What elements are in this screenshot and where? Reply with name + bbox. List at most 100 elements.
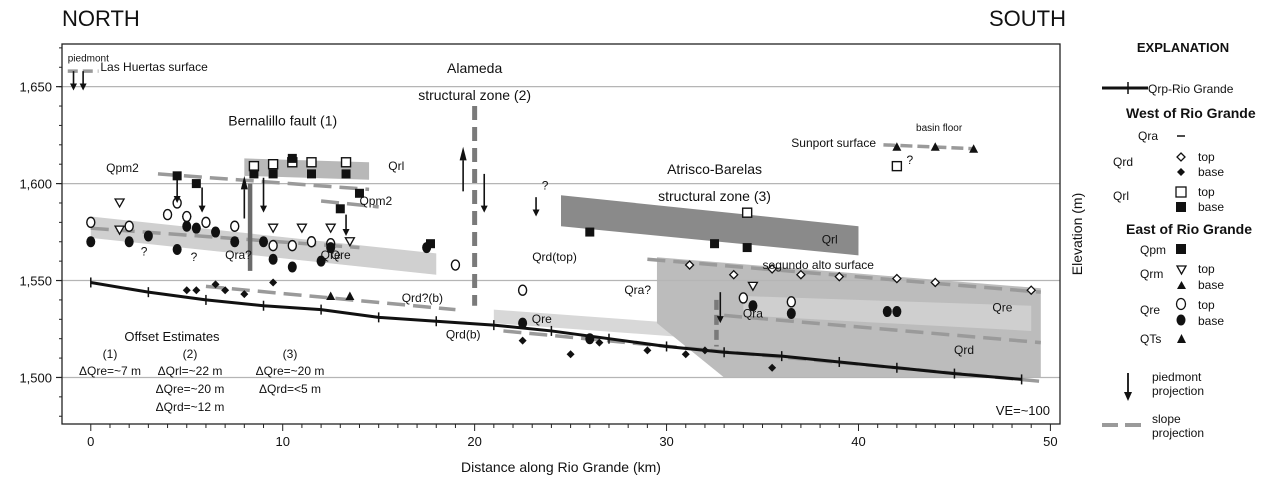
annotation-9: Sunport surface [791, 136, 876, 150]
annotation-3: Qpm2 [359, 194, 392, 208]
qre-base-point [172, 244, 182, 256]
annotation-13: ? [542, 178, 549, 192]
qrd-base-point [211, 280, 220, 289]
qrm-base-point [969, 144, 979, 153]
annotation-2: Qpm2 [106, 161, 139, 175]
band-label-1: Qre [321, 248, 341, 262]
offset-col3-line2: ΔQrd=<5 m [259, 382, 321, 396]
qre-base-point [518, 317, 528, 329]
qre-top-point [86, 216, 96, 229]
piedmont-arrow-head [173, 195, 181, 203]
band-3 [493, 309, 705, 339]
qrm-top-point [325, 223, 337, 234]
piedmont-arrow-head [198, 205, 206, 213]
legend-unit-qpm: Qpm [1140, 243, 1166, 257]
legend-qrd-top-symbol [1176, 152, 1186, 162]
qrl-base-point [191, 179, 201, 189]
zone-label-1: Alameda [447, 60, 502, 76]
qre-base-point [268, 253, 278, 265]
qrd-base-point [192, 286, 201, 295]
qrm-top-point [747, 281, 759, 292]
annotation-5: Qre [331, 248, 351, 262]
y-tick-label-1650: 1,650 [19, 80, 52, 95]
band-label-extra-0: Qrl [388, 159, 404, 173]
qrl-top-point [248, 160, 260, 172]
qrm-top-point [296, 223, 308, 234]
band-label-6: Qrd [954, 343, 974, 357]
legend-qpm-symbol [1176, 244, 1186, 254]
piedmont-arrow-head [532, 209, 540, 217]
qre-top-point [306, 236, 317, 248]
qre-base-point [748, 300, 758, 312]
qre-base-point [316, 255, 326, 267]
qre-top-point [124, 220, 134, 232]
plot-frame [61, 43, 1061, 425]
qrm-top-point [113, 198, 126, 209]
offset-title: Offset Estimates [124, 329, 220, 344]
offset-col3-line1: ΔQre=~20 m [256, 364, 325, 378]
qrl-base-point [742, 243, 752, 253]
qre-base-point [882, 306, 892, 318]
legend-piedmont-label-2: projection [1152, 384, 1204, 398]
qre-base-point [585, 333, 595, 345]
qrd-top-point [930, 277, 941, 288]
qrd-top-point [1026, 285, 1037, 296]
qre-base-point [124, 236, 134, 248]
annotation-7: Qrd(top) [532, 250, 577, 264]
legend-unit-qra: Qra [1138, 129, 1158, 143]
qrl-top-point [267, 159, 279, 170]
qrd-top-point [728, 269, 739, 280]
band-label-3: Qre [532, 312, 552, 326]
qre-base-point [86, 236, 96, 248]
legend-unit-qrm: Qrm [1140, 267, 1163, 281]
offset-col1-line1: ΔQre=~7 m [79, 364, 141, 378]
qrm-base-point [345, 291, 355, 301]
legend-piedmont-arrowhead [1124, 392, 1132, 401]
qre-base-point [182, 220, 192, 232]
qrd-base-point [681, 350, 690, 359]
y-tick-label-1550: 1,550 [19, 274, 52, 289]
x-tick-label-20: 20 [467, 434, 481, 449]
legend-west-heading: West of Rio Grande [1126, 105, 1256, 121]
qrl-top-point [340, 157, 352, 168]
y-tick-label-1500: 1,500 [19, 370, 52, 385]
zone-label-4: structural zone (3) [658, 188, 771, 204]
qrd-base-point [269, 278, 278, 287]
legend-slope-label-2: projection [1152, 426, 1204, 440]
legend-qrl-top-symbol [1175, 186, 1187, 198]
qrm-base-point [326, 291, 336, 301]
offset-col2-line3: ΔQrd=~12 m [156, 400, 225, 414]
band-label-5: Qre [992, 301, 1012, 315]
qrd-base-point [643, 346, 652, 355]
annotation-4: Qra? [225, 248, 252, 262]
qrl-base-point [585, 227, 595, 237]
offset-col1-label: (1) [103, 347, 118, 361]
qrd-top-point [891, 273, 902, 284]
slope-projection-1 [320, 199, 379, 209]
qrd-base-point [518, 336, 527, 345]
legend-qrm-base-label: base [1198, 278, 1224, 292]
legend-qrl-base-symbol [1176, 202, 1186, 212]
qrl-base-point [268, 169, 278, 179]
qre-base-point [143, 230, 153, 242]
band-0 [561, 195, 859, 256]
annotation-11: Qra? [624, 283, 651, 297]
offset-col3-label: (3) [283, 347, 298, 361]
offset-col2-label: (2) [183, 347, 198, 361]
qrm-top-point [344, 237, 356, 248]
legend-qre-top-label: top [1198, 298, 1215, 312]
qre-base-point [786, 307, 796, 319]
y-tick-label-1600: 1,600 [19, 177, 52, 192]
x-tick-label-40: 40 [851, 434, 865, 449]
legend-qrl-base-label: base [1198, 200, 1224, 214]
qre-base-point [892, 306, 902, 318]
qrd-base-point [182, 286, 191, 295]
qre-top-point [517, 284, 528, 296]
x-tick-label-0: 0 [87, 434, 94, 449]
bands-layer [90, 158, 1041, 378]
qrd-base-point [595, 338, 604, 347]
annotation-6: Qrd?(b) [402, 291, 443, 305]
qrd-top-point [684, 260, 695, 270]
